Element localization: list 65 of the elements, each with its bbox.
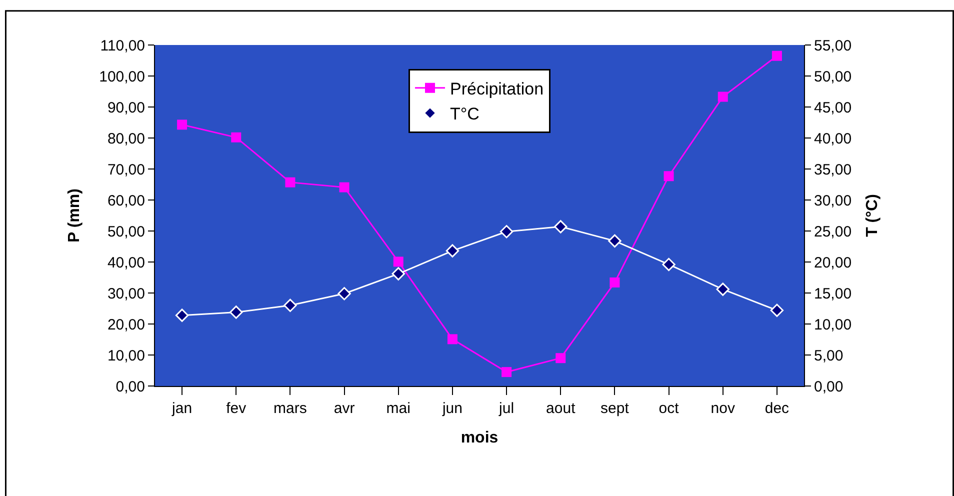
point bbox=[392, 267, 405, 280]
x-tick-label: nov bbox=[710, 400, 736, 417]
point bbox=[393, 256, 404, 267]
x-tick-label: sept bbox=[600, 400, 630, 417]
point bbox=[177, 120, 188, 130]
point bbox=[338, 287, 351, 300]
x-tick-label: mai bbox=[386, 400, 410, 417]
y-tick-label: 0,00 bbox=[116, 378, 145, 396]
y-tick-label: 30,00 bbox=[107, 285, 145, 302]
y-tick-label: 60,00 bbox=[107, 192, 145, 210]
legend-label: Précipitation bbox=[450, 80, 544, 99]
point bbox=[772, 50, 782, 61]
point bbox=[230, 306, 243, 319]
y2-tick-label: 40,00 bbox=[814, 130, 852, 148]
y-tick-label: 50,00 bbox=[107, 223, 145, 240]
point bbox=[175, 308, 189, 322]
legend-label: T°C bbox=[450, 104, 480, 124]
x-axis-title: mois bbox=[460, 430, 498, 447]
x-tick-label: jan bbox=[171, 400, 192, 417]
x-tick-label: avr bbox=[334, 400, 355, 417]
y2-tick-label: 0,00 bbox=[814, 378, 844, 396]
point bbox=[556, 353, 566, 364]
y2-tick-label: 25,00 bbox=[814, 223, 852, 240]
point bbox=[231, 132, 242, 142]
y2-tick-label: 15,00 bbox=[814, 285, 852, 302]
x-tick-label: aout bbox=[546, 400, 576, 417]
y-tick-label: 40,00 bbox=[107, 254, 145, 272]
x-tick-label: jul bbox=[498, 400, 514, 417]
y2-tick-label: 20,00 bbox=[814, 254, 852, 272]
point bbox=[339, 182, 350, 192]
x-tick-label: mars bbox=[274, 400, 307, 417]
point bbox=[554, 220, 568, 234]
point bbox=[718, 92, 728, 102]
y-tick-label: 70,00 bbox=[107, 161, 145, 178]
y-tick-label: 110,00 bbox=[100, 37, 145, 54]
point bbox=[446, 244, 460, 258]
x-tick-label: fev bbox=[226, 400, 247, 417]
x-tick-label: oct bbox=[658, 400, 680, 417]
y-axis-title: P (mm) bbox=[66, 188, 84, 242]
point bbox=[662, 258, 676, 272]
y2-tick-label: 35,00 bbox=[814, 161, 852, 178]
y2-tick-label: 45,00 bbox=[814, 99, 852, 116]
point bbox=[716, 282, 730, 296]
x-tick-label: jun bbox=[441, 400, 462, 417]
point bbox=[284, 298, 297, 312]
x-tick-label: dec bbox=[764, 400, 790, 417]
y-tick-label: 90,00 bbox=[107, 99, 145, 116]
y-tick-label: 80,00 bbox=[107, 130, 145, 148]
point bbox=[447, 334, 458, 344]
y-tick-label: 10,00 bbox=[107, 347, 145, 364]
point bbox=[770, 304, 784, 317]
y2-tick-label: 50,00 bbox=[814, 68, 852, 86]
y2-tick-label: 10,00 bbox=[814, 316, 852, 334]
point bbox=[608, 234, 622, 248]
point bbox=[610, 277, 620, 288]
y-tick-label: 100,00 bbox=[99, 68, 145, 86]
y2-axis-title: T (°C) bbox=[864, 194, 882, 237]
y2-tick-label: 5,00 bbox=[814, 347, 844, 364]
point bbox=[285, 177, 296, 188]
y2-tick-label: 55,00 bbox=[814, 37, 852, 54]
y2-tick-label: 30,00 bbox=[814, 192, 852, 210]
point bbox=[502, 367, 512, 378]
point bbox=[500, 225, 514, 238]
point bbox=[664, 171, 674, 182]
y-tick-label: 20,00 bbox=[107, 316, 145, 334]
